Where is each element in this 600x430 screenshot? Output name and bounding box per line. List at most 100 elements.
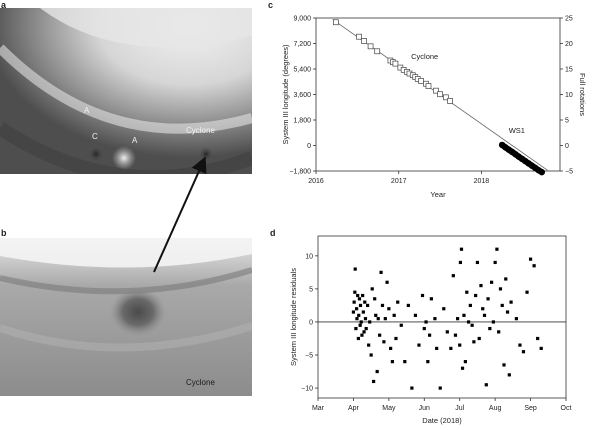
chart-c-xtick-label: 2017 [391,178,407,185]
chart-d-point [438,386,442,390]
chart-c-ytick-label: 3,600 [293,92,311,99]
chart-c-y2tick-label: 15 [565,67,573,74]
chart-c-open-point [433,87,439,94]
chart-d-point [355,307,359,311]
chart-d-point [368,320,372,324]
chart-d-point [366,303,370,308]
photo-a-label-a2: A [132,136,138,145]
chart-d-point [369,353,373,357]
panel-letter-d: d [270,228,276,238]
chart-d-point [486,297,490,301]
chart-d-point [470,323,474,327]
photo-b-drawing [0,238,252,396]
chart-d-point [353,290,357,294]
chart-d-point [372,379,376,384]
chart-d-point [353,267,357,271]
chart-d-point [497,330,501,334]
chart-d-point [502,363,506,367]
chart-c-open-point [356,33,362,40]
chart-c-dense-point [538,168,546,176]
chart-d-point [376,317,380,321]
chart-c-ytick-label: 5,400 [293,67,311,74]
chart-d-point [382,340,386,344]
chart-d-point [528,257,533,261]
chart-d-point [474,293,478,298]
chart-d-point [354,326,358,331]
chart-c-y2tick-label: −5 [565,169,573,176]
chart-d-point [481,307,485,311]
chart-d-point [403,360,407,364]
chart-c-y2tick-label: 20 [565,41,573,48]
photo-a-label-a1: A [84,106,90,115]
chart-d-point [367,343,371,347]
chart-d-point [358,303,363,308]
chart-d-ytick-label: 5 [309,286,313,293]
chart-d-point [518,343,522,347]
chart-d-point [479,283,483,288]
chart-d-point [379,270,383,274]
chart-d-point [389,346,393,351]
chart-d-point [458,260,463,265]
chart-d-point [498,287,503,291]
chart-d-ylabel: System III longitude residuals [289,268,298,366]
chart-d-point [378,333,382,337]
chart-d-point [509,300,513,304]
chart-d-point [422,326,426,331]
chart-c-open-point [333,19,339,26]
chart-d-xtick-label: Sep [524,405,537,412]
photo-a-drawing [0,8,252,174]
chart-c-y2tick-label: 10 [565,92,573,99]
chart-d-point [490,280,494,284]
chart-d-point [482,313,487,317]
chart-c-ytick-label: 7,200 [293,41,311,48]
chart-d-point [500,303,504,308]
chart-d-point [387,307,391,311]
chart-d-xtick-label: May [382,405,396,412]
chart-d-point [362,330,366,334]
chart-d-point [385,280,389,284]
chart-d-point [357,313,361,317]
chart-d-point [390,360,394,364]
chart-d-point [426,360,430,364]
chart-c-ylabel: System III longitude (degrees) [281,44,290,145]
photo-panel-a: A C A Cyclone [0,8,252,174]
panel-letter-c: c [268,0,274,10]
chart-c-xlabel: Year [430,190,446,199]
chart-c-xtick-label: 2016 [308,178,324,185]
chart-d-point [449,346,453,351]
chart-d-point [383,317,387,321]
cyclone-spot-b [110,288,166,336]
chart-d-point [392,313,396,317]
chart-d-point [359,320,363,324]
chart-d-point [442,307,446,311]
chart-d-point [504,277,508,281]
chart-d-point [462,313,466,317]
chart-d-point [493,260,497,265]
chart-d-point [451,274,455,278]
chart-d-point [465,290,469,294]
chart-d-point [505,310,510,314]
chart-d-point [420,293,425,298]
chart-d-point [507,373,511,377]
chart-d-point [435,346,439,351]
chart-d-point [424,320,428,324]
chart-c-y2tick-label: 25 [565,16,573,23]
chart-d-point [539,346,543,351]
chart-d-point [363,317,368,321]
chart-d-point [410,386,414,390]
chart-d-point [374,313,378,317]
chart-d-point [370,287,374,291]
photo-a-label-cyclone: Cyclone [186,126,215,135]
chart-d-point [399,323,403,327]
chart-d-point [417,343,421,347]
chart-d-point [361,293,365,298]
chart-d-point [468,303,472,308]
chart-c-ytick-label: −1,800 [289,169,311,176]
linking-arrow [153,156,207,273]
dark-spot-c [87,145,105,163]
chart-d-point [475,260,480,265]
chart-c-open-point [437,91,443,98]
chart-c-open-point [392,60,399,67]
chart-d-point [445,330,449,334]
